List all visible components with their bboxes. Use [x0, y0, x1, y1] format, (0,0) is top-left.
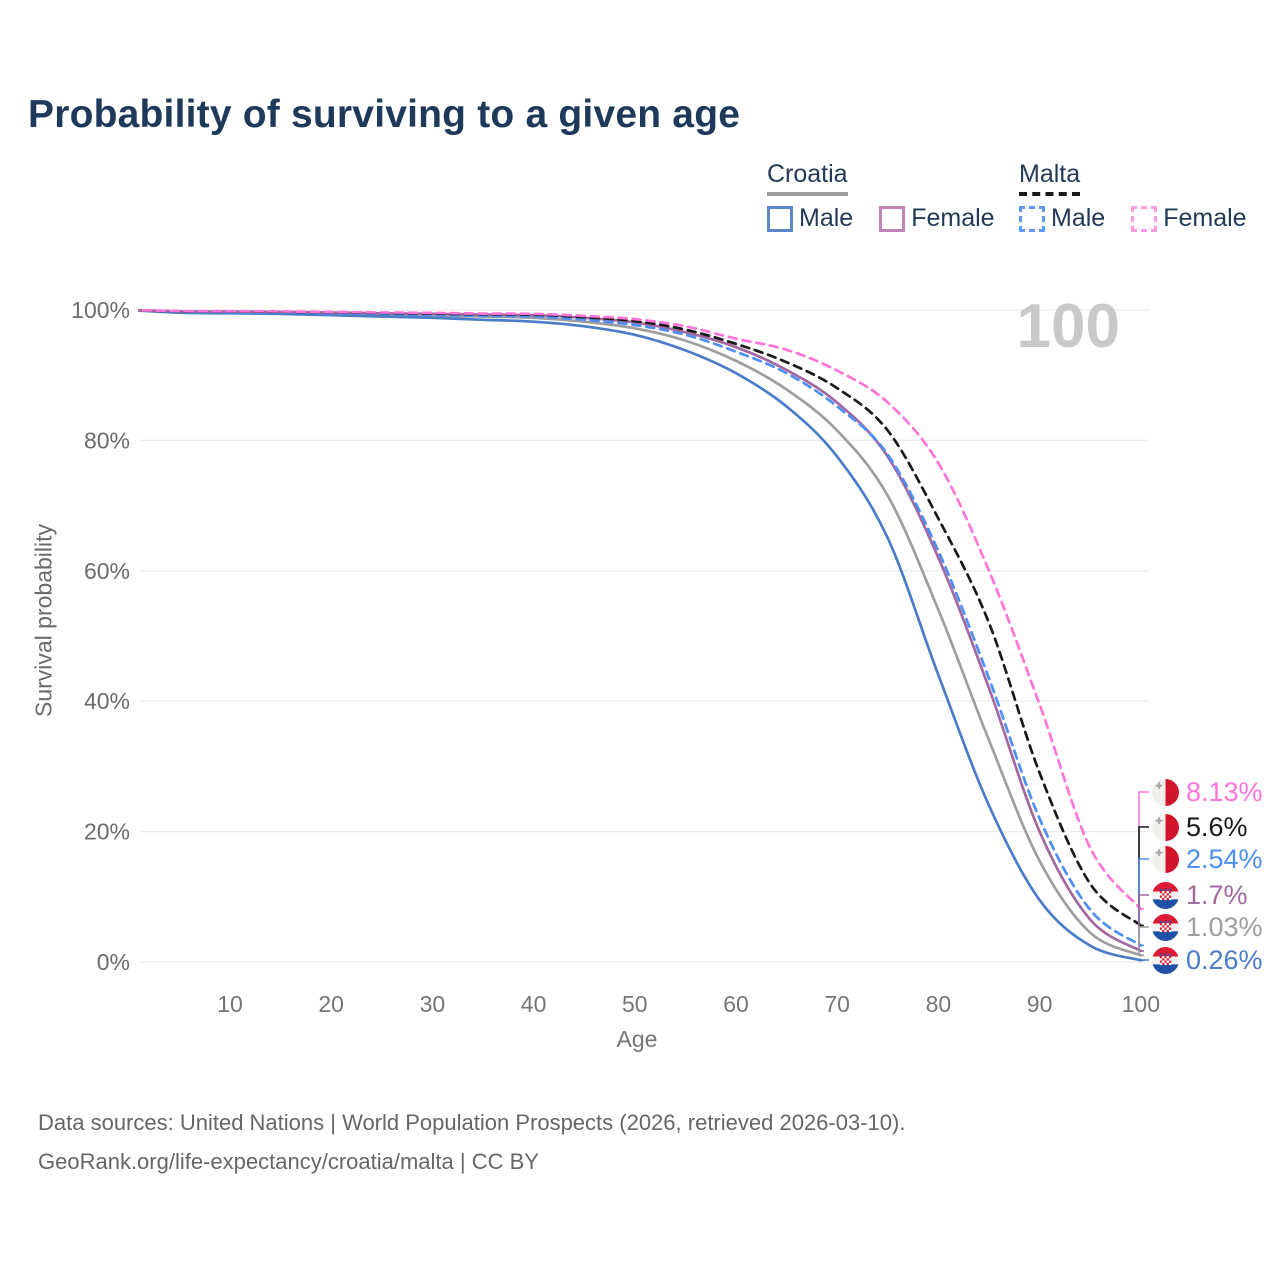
croatia-flag-icon: [1152, 947, 1179, 974]
y-tick-label: 0%: [97, 949, 130, 975]
malta-female-swatch: [1131, 205, 1158, 232]
end-label-value: 1.03%: [1186, 912, 1263, 942]
x-tick-label: 60: [723, 991, 749, 1017]
leader-line-malta-both-sexes: [1138, 826, 1149, 927]
x-tick-label: 10: [217, 991, 243, 1017]
end-label-croatia-female: 1.7%: [1152, 880, 1248, 911]
x-tick-label: 50: [622, 991, 648, 1017]
x-tick-label: 70: [824, 991, 850, 1017]
legend-item-label: Female: [911, 204, 995, 232]
end-label-malta-female: 8.13%: [1152, 777, 1263, 808]
legend-item-label: Male: [799, 204, 854, 232]
x-tick-label: 30: [420, 991, 446, 1017]
legend-item-malta-female[interactable]: Female: [1131, 204, 1247, 233]
leader-line-malta-male: [1138, 858, 1149, 947]
y-tick-label: 60%: [84, 558, 130, 584]
legend-item-label: Female: [1163, 204, 1247, 232]
croatia-flag-icon: [1152, 882, 1179, 909]
end-label-value: 1.7%: [1186, 880, 1248, 910]
x-tick-label: 20: [318, 991, 344, 1017]
malta-flag-icon: [1152, 779, 1179, 806]
leader-line-croatia-both-sexes: [1138, 926, 1149, 957]
legend-item-label: Male: [1051, 204, 1106, 232]
legend-item-croatia-male[interactable]: Male: [767, 204, 853, 233]
curve-croatia-male: [138, 309, 1143, 962]
croatia-solid-line-swatch: [767, 192, 848, 196]
malta-flag-icon: [1152, 814, 1179, 841]
y-tick-label: 20%: [84, 819, 130, 845]
curve-croatia-female: [138, 308, 1143, 953]
end-label-value: 2.54%: [1186, 844, 1263, 874]
y-tick-label: 80%: [84, 427, 130, 453]
end-label-value: 5.6%: [1186, 812, 1248, 842]
legend-item-malta-male[interactable]: Male: [1019, 204, 1105, 233]
x-tick-label: 100: [1122, 991, 1160, 1017]
x-axis-title: Age: [616, 1026, 658, 1052]
end-label-value: 0.26%: [1186, 945, 1263, 975]
curve-malta-female: [138, 308, 1143, 911]
leader-line-malta-female: [1138, 791, 1149, 910]
x-tick-label: 90: [1027, 991, 1053, 1017]
end-label-value: 8.13%: [1186, 777, 1263, 807]
end-label-malta-both-sexes: 5.6%: [1152, 812, 1248, 843]
x-tick-label: 80: [926, 991, 952, 1017]
data-sources-note: Data sources: United Nations | World Pop…: [38, 1110, 906, 1135]
croatia-flag-icon: [1152, 914, 1179, 941]
legend-malta-label: Malta: [1019, 160, 1081, 188]
x-tick-label: 40: [521, 991, 547, 1017]
legend-croatia-label: Croatia: [767, 160, 848, 188]
page-title: Probability of surviving to a given age: [28, 93, 741, 136]
curve-malta-both-sexes: [138, 308, 1143, 927]
legend-item-croatia-female[interactable]: Female: [879, 204, 995, 233]
y-tick-label: 100%: [71, 297, 130, 323]
malta-flag-icon: [1152, 846, 1179, 873]
malta-male-swatch: [1019, 205, 1045, 232]
leader-line-croatia-female: [1138, 894, 1149, 952]
legend-malta-title: Malta: [1019, 160, 1081, 196]
end-label-malta-male: 2.54%: [1152, 844, 1263, 875]
curve-malta-male: [138, 308, 1143, 947]
y-axis-title: Survival probability: [30, 523, 57, 718]
end-label-croatia-male: 0.26%: [1152, 945, 1263, 976]
y-tick-label: 40%: [84, 688, 130, 714]
end-label-croatia-both-sexes: 1.03%: [1152, 912, 1263, 943]
curve-croatia-both-sexes: [138, 309, 1143, 957]
attribution-note: GeoRank.org/life-expectancy/croatia/malt…: [38, 1149, 539, 1174]
croatia-male-swatch: [767, 205, 793, 232]
croatia-female-swatch: [879, 205, 906, 232]
legend-group-malta: Malta Male Female: [1019, 160, 1247, 233]
legend-croatia-title: Croatia: [767, 160, 848, 196]
age-watermark: 100: [1016, 292, 1120, 361]
malta-dashed-line-swatch: [1019, 192, 1081, 196]
legend-group-croatia: Croatia Male Female: [767, 160, 995, 233]
